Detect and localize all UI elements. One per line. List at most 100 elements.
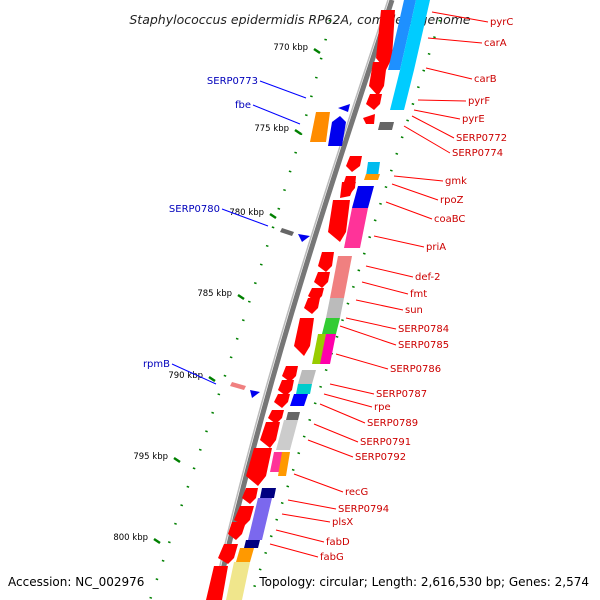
- gene-arrow[interactable]: [242, 488, 258, 504]
- feature-block[interactable]: [364, 174, 380, 180]
- gene-label[interactable]: recG: [345, 487, 368, 498]
- gene-arrow[interactable]: [268, 410, 284, 424]
- gene-arrow[interactable]: [328, 200, 350, 242]
- feature-block[interactable]: [390, 70, 414, 110]
- reverse-gene-track: [230, 104, 350, 398]
- tick-label: 790 kbp: [168, 371, 203, 381]
- feature-block[interactable]: [290, 394, 308, 406]
- feature-block[interactable]: [298, 370, 316, 384]
- gene-arrow[interactable]: [310, 112, 330, 142]
- gene-label[interactable]: SERP0786: [390, 364, 441, 375]
- gene-arrow[interactable]: [369, 62, 387, 96]
- label-leader-line: [417, 99, 467, 102]
- gene-label[interactable]: rpe: [374, 402, 391, 413]
- gene-arrow[interactable]: [338, 104, 350, 112]
- tick-mark: [313, 47, 321, 55]
- gene-arrow[interactable]: [250, 390, 260, 398]
- gene-arrow[interactable]: [314, 272, 330, 288]
- label-leader-line: [171, 363, 217, 385]
- gene-label[interactable]: fbe: [235, 100, 251, 111]
- tick-label: 795 kbp: [133, 452, 168, 462]
- feature-block[interactable]: [278, 452, 290, 476]
- label-leader-line: [293, 473, 344, 493]
- tick-mark: [294, 128, 302, 136]
- gene-arrow[interactable]: [294, 318, 314, 356]
- feature-block[interactable]: [326, 298, 344, 318]
- topology-text: Topology: circular; Length: 2,616,530 bp…: [258, 575, 589, 589]
- feature-block[interactable]: [400, 0, 430, 70]
- gene-label[interactable]: fabD: [326, 537, 350, 548]
- gene-label[interactable]: SERP0784: [398, 324, 449, 335]
- tick-label: 785 kbp: [197, 289, 232, 299]
- gene-arrow[interactable]: [246, 448, 272, 486]
- gene-label[interactable]: rpmB: [143, 359, 170, 370]
- feature-block[interactable]: [260, 488, 276, 498]
- feature-block[interactable]: [378, 122, 394, 130]
- gene-label[interactable]: SERP0791: [360, 437, 411, 448]
- feature-block[interactable]: [226, 562, 250, 600]
- feature-block[interactable]: [296, 384, 312, 394]
- label-leader-line: [281, 513, 331, 523]
- gene-arrow[interactable]: [318, 252, 334, 272]
- gene-label[interactable]: pyrC: [490, 17, 513, 28]
- gene-label[interactable]: SERP0785: [398, 340, 449, 351]
- gene-arrow[interactable]: [230, 382, 246, 390]
- gene-arrow[interactable]: [228, 522, 246, 540]
- feature-block[interactable]: [286, 412, 300, 420]
- gene-label[interactable]: coaBC: [434, 214, 465, 225]
- gene-arrow[interactable]: [298, 234, 310, 242]
- feature-block[interactable]: [388, 0, 416, 70]
- tick-label: 780 kbp: [229, 208, 264, 218]
- gene-label[interactable]: pyrF: [468, 96, 490, 107]
- feature-block[interactable]: [276, 420, 298, 450]
- gene-arrow[interactable]: [274, 394, 290, 408]
- gene-arrow[interactable]: [280, 228, 294, 236]
- gene-label[interactable]: rpoZ: [440, 195, 464, 206]
- gene-label[interactable]: carA: [484, 38, 507, 49]
- gene-arrow[interactable]: [304, 298, 320, 314]
- feature-block[interactable]: [244, 540, 260, 548]
- feature-block[interactable]: [248, 498, 272, 540]
- gene-arrow[interactable]: [260, 422, 280, 448]
- gene-arrow[interactable]: [234, 506, 254, 526]
- gene-label[interactable]: SERP0780: [169, 204, 220, 215]
- gene-arrow[interactable]: [278, 380, 294, 396]
- feature-block[interactable]: [322, 318, 340, 334]
- label-leader-line: [413, 109, 461, 120]
- gene-arrow[interactable]: [346, 156, 362, 172]
- gene-label[interactable]: gmk: [445, 176, 467, 187]
- gene-label[interactable]: fmt: [410, 289, 427, 300]
- gene-label[interactable]: SERP0772: [456, 133, 507, 144]
- gene-label[interactable]: sun: [405, 305, 423, 316]
- gene-arrow[interactable]: [366, 94, 382, 110]
- feature-block[interactable]: [344, 208, 368, 248]
- gene-label[interactable]: SERP0789: [367, 418, 418, 429]
- gene-label[interactable]: SERP0794: [338, 504, 389, 515]
- gene-arrow[interactable]: [340, 182, 356, 198]
- feature-block[interactable]: [330, 256, 352, 298]
- gene-label[interactable]: pyrE: [462, 114, 485, 125]
- gene-arrow[interactable]: [328, 116, 346, 146]
- tick-mark: [269, 212, 277, 220]
- gene-label[interactable]: def-2: [415, 272, 440, 283]
- gene-label[interactable]: plsX: [332, 517, 353, 528]
- gene-arrow[interactable]: [282, 366, 298, 382]
- gene-arrow[interactable]: [363, 114, 375, 124]
- gene-label[interactable]: fabG: [320, 552, 344, 563]
- gene-arrow[interactable]: [206, 566, 228, 600]
- gene-label[interactable]: SERP0787: [376, 389, 427, 400]
- feature-block[interactable]: [352, 186, 374, 208]
- gene-arrow[interactable]: [376, 10, 395, 70]
- annotation-track: [226, 0, 430, 600]
- feature-block[interactable]: [312, 334, 326, 364]
- gene-label[interactable]: priA: [426, 242, 446, 253]
- feature-block[interactable]: [366, 162, 380, 176]
- gene-label[interactable]: SERP0792: [355, 452, 406, 463]
- gene-label[interactable]: SERP0773: [207, 76, 258, 87]
- gene-arrow[interactable]: [218, 544, 238, 564]
- gene-label[interactable]: SERP0774: [452, 148, 503, 159]
- tick-mark: [153, 537, 161, 545]
- gene-label[interactable]: carB: [474, 74, 497, 85]
- feature-block[interactable]: [236, 548, 254, 562]
